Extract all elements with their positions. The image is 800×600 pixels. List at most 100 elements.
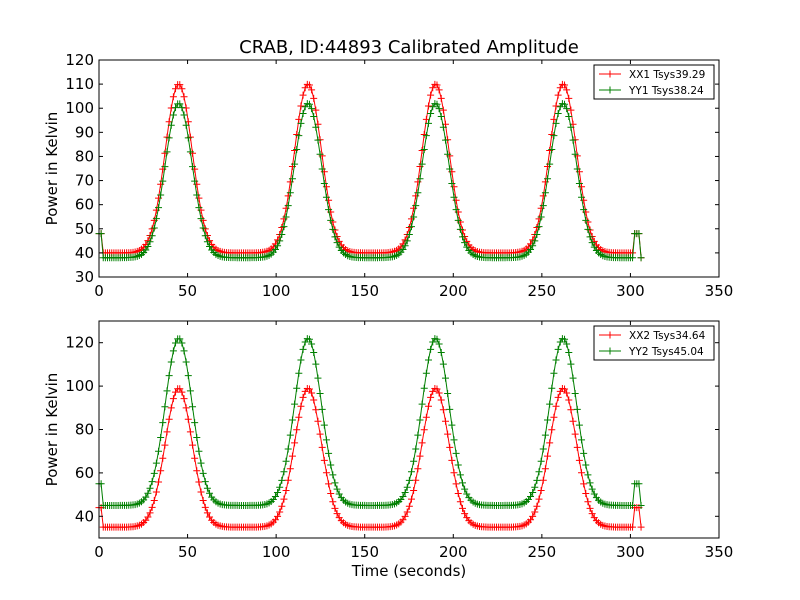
- data-point-marker: [278, 502, 286, 510]
- data-point-marker: [452, 480, 460, 488]
- data-point-marker: [567, 106, 575, 114]
- data-point-marker: [456, 471, 464, 479]
- data-point-marker: [325, 206, 333, 214]
- data-point-marker: [552, 102, 560, 110]
- legend-label: XX2 Tsys34.64: [629, 330, 706, 342]
- data-point-marker: [299, 345, 307, 353]
- legend: XX1 Tsys39.29 YY1 Tsys38.24: [593, 64, 715, 100]
- data-point-marker: [150, 224, 158, 232]
- data-point-marker: [573, 165, 581, 173]
- data-point-marker: [201, 232, 209, 240]
- x-tick-label: 100: [262, 543, 291, 561]
- x-tick-label: 50: [178, 543, 197, 561]
- data-point-marker: [531, 237, 539, 245]
- data-point-marker: [284, 476, 292, 484]
- data-point-marker: [463, 490, 471, 498]
- data-point-marker: [433, 385, 441, 393]
- data-point-marker: [167, 121, 175, 129]
- data-point-marker: [167, 358, 175, 366]
- data-point-marker: [310, 349, 318, 357]
- data-point-marker: [197, 215, 205, 223]
- data-point-marker: [297, 119, 305, 127]
- data-point-marker: [305, 335, 313, 343]
- data-point-marker: [329, 225, 337, 233]
- data-point-marker: [159, 419, 167, 427]
- data-point-marker: [554, 91, 562, 99]
- data-point-marker: [274, 512, 282, 520]
- data-point-marker: [422, 115, 430, 123]
- data-point-marker: [401, 242, 409, 250]
- data-point-marker: [274, 489, 282, 497]
- data-point-marker: [184, 415, 192, 423]
- data-point-marker: [580, 449, 588, 457]
- legend-marker: [606, 331, 614, 339]
- data-point-marker: [305, 385, 313, 393]
- data-point-marker: [458, 233, 466, 241]
- data-point-marker: [635, 480, 643, 488]
- data-point-marker: [297, 102, 305, 110]
- data-point-marker: [439, 360, 447, 368]
- legend-entry: YY1 Tsys38.24: [599, 85, 704, 97]
- data-point-marker: [552, 402, 560, 410]
- data-point-marker: [320, 456, 328, 464]
- data-point-marker: [157, 434, 165, 442]
- x-tick-label: 50: [178, 282, 197, 300]
- data-point-marker: [578, 193, 586, 201]
- data-point-marker: [407, 468, 415, 476]
- legend-marker: [606, 70, 614, 78]
- data-point-marker: [331, 233, 339, 241]
- x-tick-label: 0: [94, 282, 104, 300]
- data-point-marker: [403, 508, 411, 516]
- data-point-marker: [159, 454, 167, 462]
- data-point-marker: [288, 416, 296, 424]
- data-point-marker: [427, 393, 435, 401]
- data-point-marker: [565, 396, 573, 404]
- data-point-marker: [435, 389, 443, 397]
- data-point-marker: [461, 485, 469, 493]
- data-point-marker: [284, 202, 292, 210]
- data-point-marker: [420, 426, 428, 434]
- y-tick-label: 30: [75, 268, 94, 286]
- data-point-marker: [456, 498, 464, 506]
- data-point-marker: [412, 202, 420, 210]
- data-point-marker: [316, 150, 324, 158]
- data-point-marker: [206, 489, 214, 497]
- data-point-marker: [331, 504, 339, 512]
- data-point-marker: [422, 132, 430, 140]
- data-point-marker: [563, 86, 571, 94]
- data-point-marker: [314, 136, 322, 144]
- data-point-marker: [565, 94, 573, 102]
- y-tick-label: 120: [65, 51, 94, 69]
- data-point-marker: [201, 503, 209, 511]
- data-point-marker: [288, 175, 296, 183]
- data-point-marker: [186, 148, 194, 156]
- x-tick-label: 150: [350, 543, 379, 561]
- series-1-panel-2: [95, 384, 645, 531]
- data-point-marker: [580, 206, 588, 214]
- data-point-marker: [163, 428, 171, 436]
- data-point-marker: [320, 180, 328, 188]
- data-point-marker: [186, 387, 194, 395]
- data-point-marker: [441, 417, 449, 425]
- data-point-marker: [161, 163, 169, 171]
- data-point-marker: [446, 405, 454, 413]
- data-point-marker: [448, 456, 456, 464]
- data-point-marker: [314, 374, 322, 382]
- data-point-marker: [193, 434, 201, 442]
- data-point-marker: [582, 490, 590, 498]
- data-point-marker: [286, 465, 294, 473]
- data-point-marker: [322, 193, 330, 201]
- data-point-marker: [539, 202, 547, 210]
- data-point-marker: [195, 447, 203, 455]
- data-point-marker: [189, 163, 197, 171]
- data-point-marker: [548, 384, 556, 392]
- data-point-marker: [571, 430, 579, 438]
- data-point-marker: [191, 177, 199, 185]
- data-point-marker: [439, 106, 447, 114]
- data-point-marker: [297, 356, 305, 364]
- data-point-marker: [327, 461, 335, 469]
- legend-marker: [606, 347, 614, 355]
- data-point-marker: [314, 417, 322, 425]
- data-point-marker: [295, 115, 303, 123]
- y-tick-label: 80: [75, 421, 94, 439]
